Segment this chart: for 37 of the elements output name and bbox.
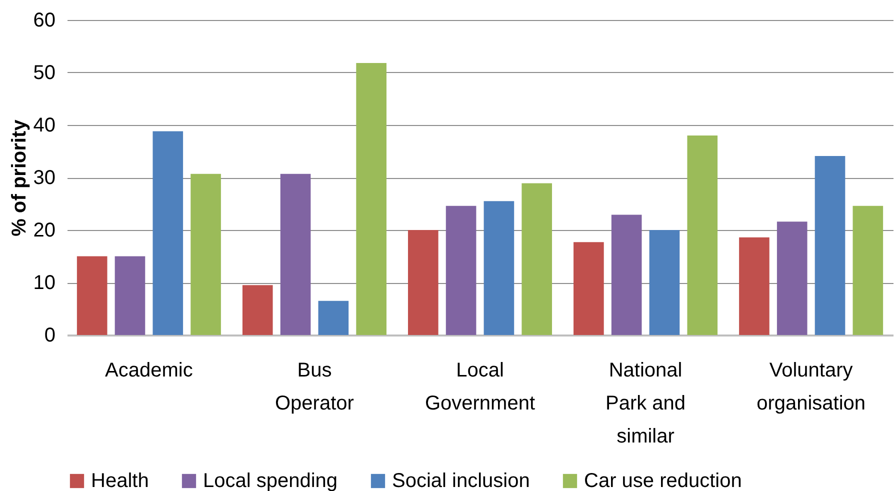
y-tick-label: 0 — [44, 324, 56, 346]
bar — [76, 256, 108, 335]
y-tick-label: 30 — [33, 167, 56, 189]
bar — [522, 183, 552, 335]
bar — [190, 174, 221, 335]
legend-label: Social inclusion — [392, 470, 530, 491]
bar — [446, 206, 476, 335]
y-tick-label: 60 — [33, 10, 56, 32]
bar — [687, 136, 718, 335]
legend-label: Local spending — [203, 470, 338, 491]
x-tick-label: National Park and similar — [606, 360, 686, 448]
bar — [649, 230, 680, 335]
bar — [739, 237, 770, 335]
bar — [852, 206, 884, 335]
x-tick-label: Bus Operator — [275, 360, 354, 414]
bar — [152, 131, 184, 335]
x-tick-label: Academic — [105, 360, 193, 382]
x-tick-label: Local Government — [424, 360, 536, 414]
y-tick-label: 10 — [33, 272, 56, 294]
bar — [356, 63, 386, 335]
y-tick-label: 20 — [33, 220, 56, 242]
bar — [611, 214, 642, 335]
y-tick-label: 40 — [33, 114, 56, 136]
x-tick-label: Voluntary organisation — [756, 360, 866, 414]
bar — [242, 285, 273, 335]
bar — [574, 242, 604, 335]
legend-label: Car use reduction — [584, 470, 742, 491]
bar — [318, 300, 349, 335]
bar — [408, 230, 438, 335]
bar — [114, 256, 146, 335]
bar — [280, 174, 311, 335]
bar — [814, 156, 846, 335]
legend-label: Health — [91, 470, 149, 491]
bar — [484, 201, 514, 335]
y-axis-title: % of priority — [8, 118, 30, 236]
bar — [776, 222, 808, 335]
y-tick-label: 50 — [33, 62, 56, 84]
